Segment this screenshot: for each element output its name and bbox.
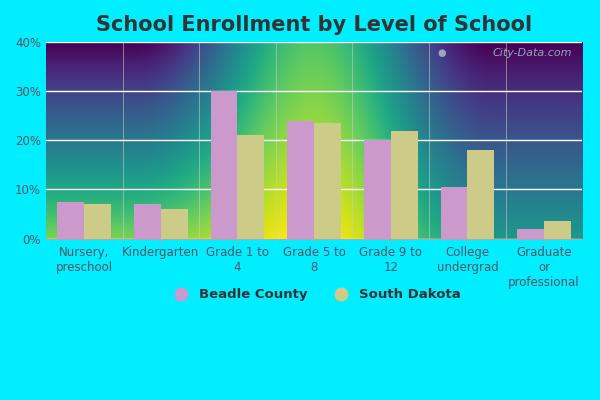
Bar — [287, 121, 314, 238]
Bar — [544, 221, 571, 238]
Legend: Beadle County, South Dakota: Beadle County, South Dakota — [162, 283, 466, 307]
Bar — [211, 91, 238, 238]
Text: City-Data.com: City-Data.com — [492, 48, 572, 58]
Bar — [517, 229, 544, 238]
Bar — [84, 204, 111, 238]
Bar — [134, 204, 161, 238]
Text: ●: ● — [437, 48, 446, 58]
Bar — [467, 150, 494, 238]
Bar — [364, 140, 391, 238]
Title: School Enrollment by Level of School: School Enrollment by Level of School — [96, 15, 532, 35]
Bar — [238, 136, 265, 238]
Bar — [440, 187, 467, 238]
Bar — [391, 130, 418, 238]
Bar — [58, 202, 84, 238]
Bar — [314, 123, 341, 238]
Bar — [161, 209, 188, 238]
